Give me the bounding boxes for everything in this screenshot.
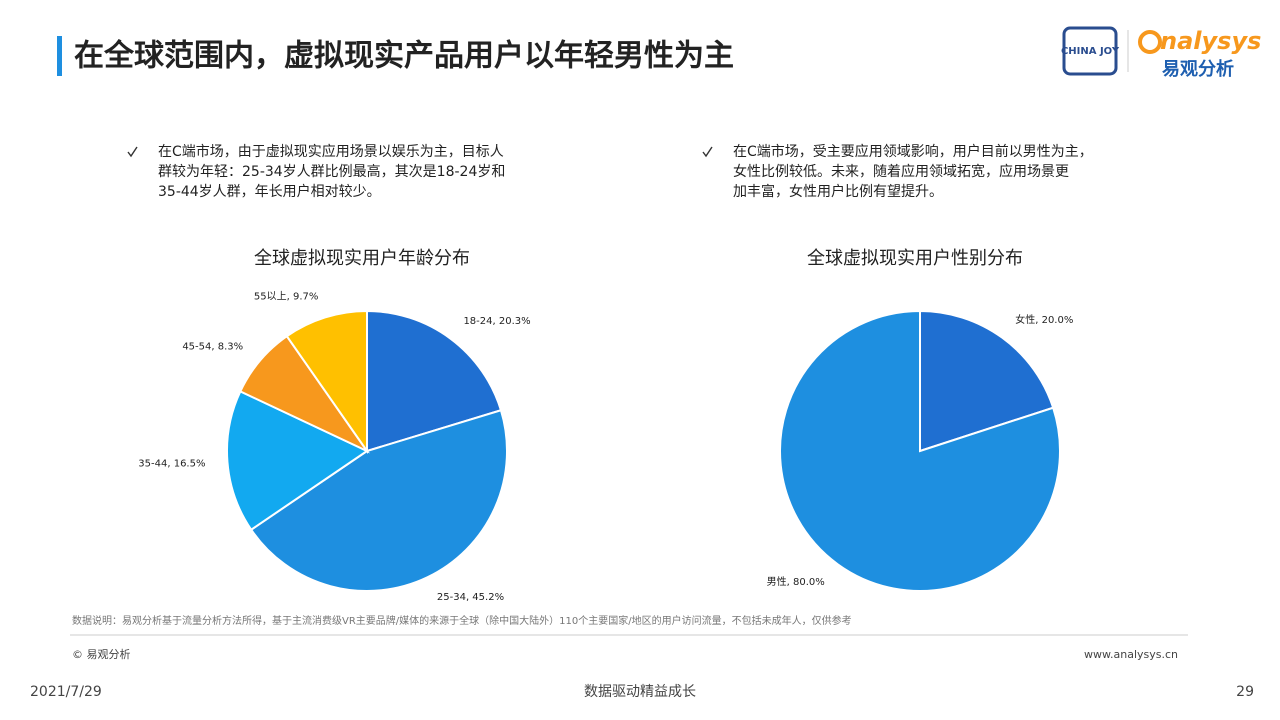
pie-slice <box>226 390 370 532</box>
check-icon <box>702 146 713 158</box>
bullet-text: 在C端市场，由于虚拟现实应用场景以娱乐为主，目标人 <box>158 143 504 160</box>
bullet-text: 35-44岁人群，年长用户相对较少。 <box>158 183 381 200</box>
bullet-text: 在C端市场，受主要应用领域影响，用户目前以男性为主， <box>733 143 1093 160</box>
title-bar <box>57 36 62 76</box>
logo-cn: 易观分析 <box>1162 58 1234 80</box>
page-number: 29 <box>1236 684 1254 700</box>
pie-slice <box>919 309 1055 453</box>
charts: 全球虚拟现实用户年龄分布 18-24, 20.3% 25-34, 45.2% 35-4… <box>138 248 1073 603</box>
copyright: © 易观分析 <box>72 647 131 661</box>
data-label: 18-24, 20.3% <box>463 316 530 327</box>
data-label: 35-44, 16.5% <box>138 459 205 470</box>
logo-frame <box>1062 26 1118 76</box>
slide-title: 在全球范围内，虚拟现实产品用户以年轻男性为主 <box>74 39 734 74</box>
logo: CHINA JOY nalysys 易观分析 <box>1061 26 1261 80</box>
pie-slice <box>285 309 368 455</box>
data-label: 男性, 80.0% <box>767 575 825 588</box>
bullet-text: 加丰富，女性用户比例有望提升。 <box>733 183 943 200</box>
data-label: 55以上, 9.7% <box>254 290 319 302</box>
source-note: 数据说明：易观分析基于流量分析方法所得，基于主流消费级VR主要品牌/媒体的来源于… <box>72 614 852 627</box>
data-label: 女性, 20.0% <box>1015 313 1073 326</box>
chart-title: 全球虚拟现实用户年龄分布 <box>254 248 470 269</box>
website: www.analysys.cn <box>1084 648 1178 661</box>
logo-en: nalysys <box>1160 27 1261 55</box>
logo-cj: CHINA JOY <box>1061 46 1120 57</box>
slogan: 数据驱动精益成长 <box>584 684 696 700</box>
check-icon <box>127 146 138 158</box>
date: 2021/7/29 <box>30 684 102 700</box>
data-label: 45-54, 8.3% <box>182 342 243 353</box>
pie-slice <box>779 309 1061 592</box>
data-label: 25-34, 45.2% <box>437 592 504 603</box>
pie-slice <box>249 409 508 592</box>
pie-slice <box>366 309 503 453</box>
logo-mark <box>1138 30 1162 54</box>
bullet-text: 群较为年轻：25-34岁人群比例最高，其次是18-24岁和 <box>158 163 505 180</box>
bullets: 在C端市场，由于虚拟现实应用场景以娱乐为主，目标人群较为年轻：25-34岁人群比… <box>127 143 1093 200</box>
bullet-text: 女性比例较低。未来，随着应用领域拓宽，应用场景更 <box>733 163 1069 180</box>
chart-title: 全球虚拟现实用户性别分布 <box>807 248 1023 269</box>
